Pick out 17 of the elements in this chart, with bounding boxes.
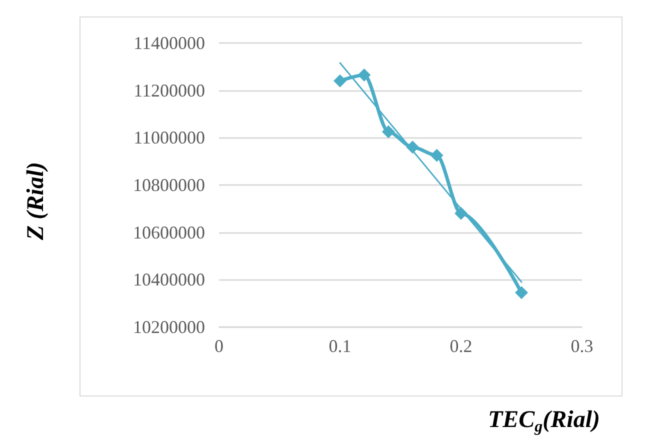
y-tick-label: 10600000 <box>133 222 205 242</box>
x-tick-label: 0.1 <box>328 336 352 356</box>
y-tick-label: 11000000 <box>134 128 205 148</box>
point <box>515 286 528 300</box>
y-tick-label: 10800000 <box>133 175 205 195</box>
y-tick-label: 10400000 <box>133 270 205 290</box>
y-tick-label: 10200000 <box>133 317 205 337</box>
x-tick-label: 0.3 <box>570 336 594 356</box>
point <box>430 148 444 162</box>
y-tick-label: 11400000 <box>134 33 205 53</box>
y-tick-label: 11200000 <box>134 80 205 100</box>
x-tick-label: 0.2 <box>450 336 472 356</box>
point <box>382 125 395 138</box>
point <box>358 68 371 82</box>
point <box>334 74 346 88</box>
y-axis-title: Z (Rial) <box>23 162 49 241</box>
x-tick-label: 0 <box>214 336 224 356</box>
